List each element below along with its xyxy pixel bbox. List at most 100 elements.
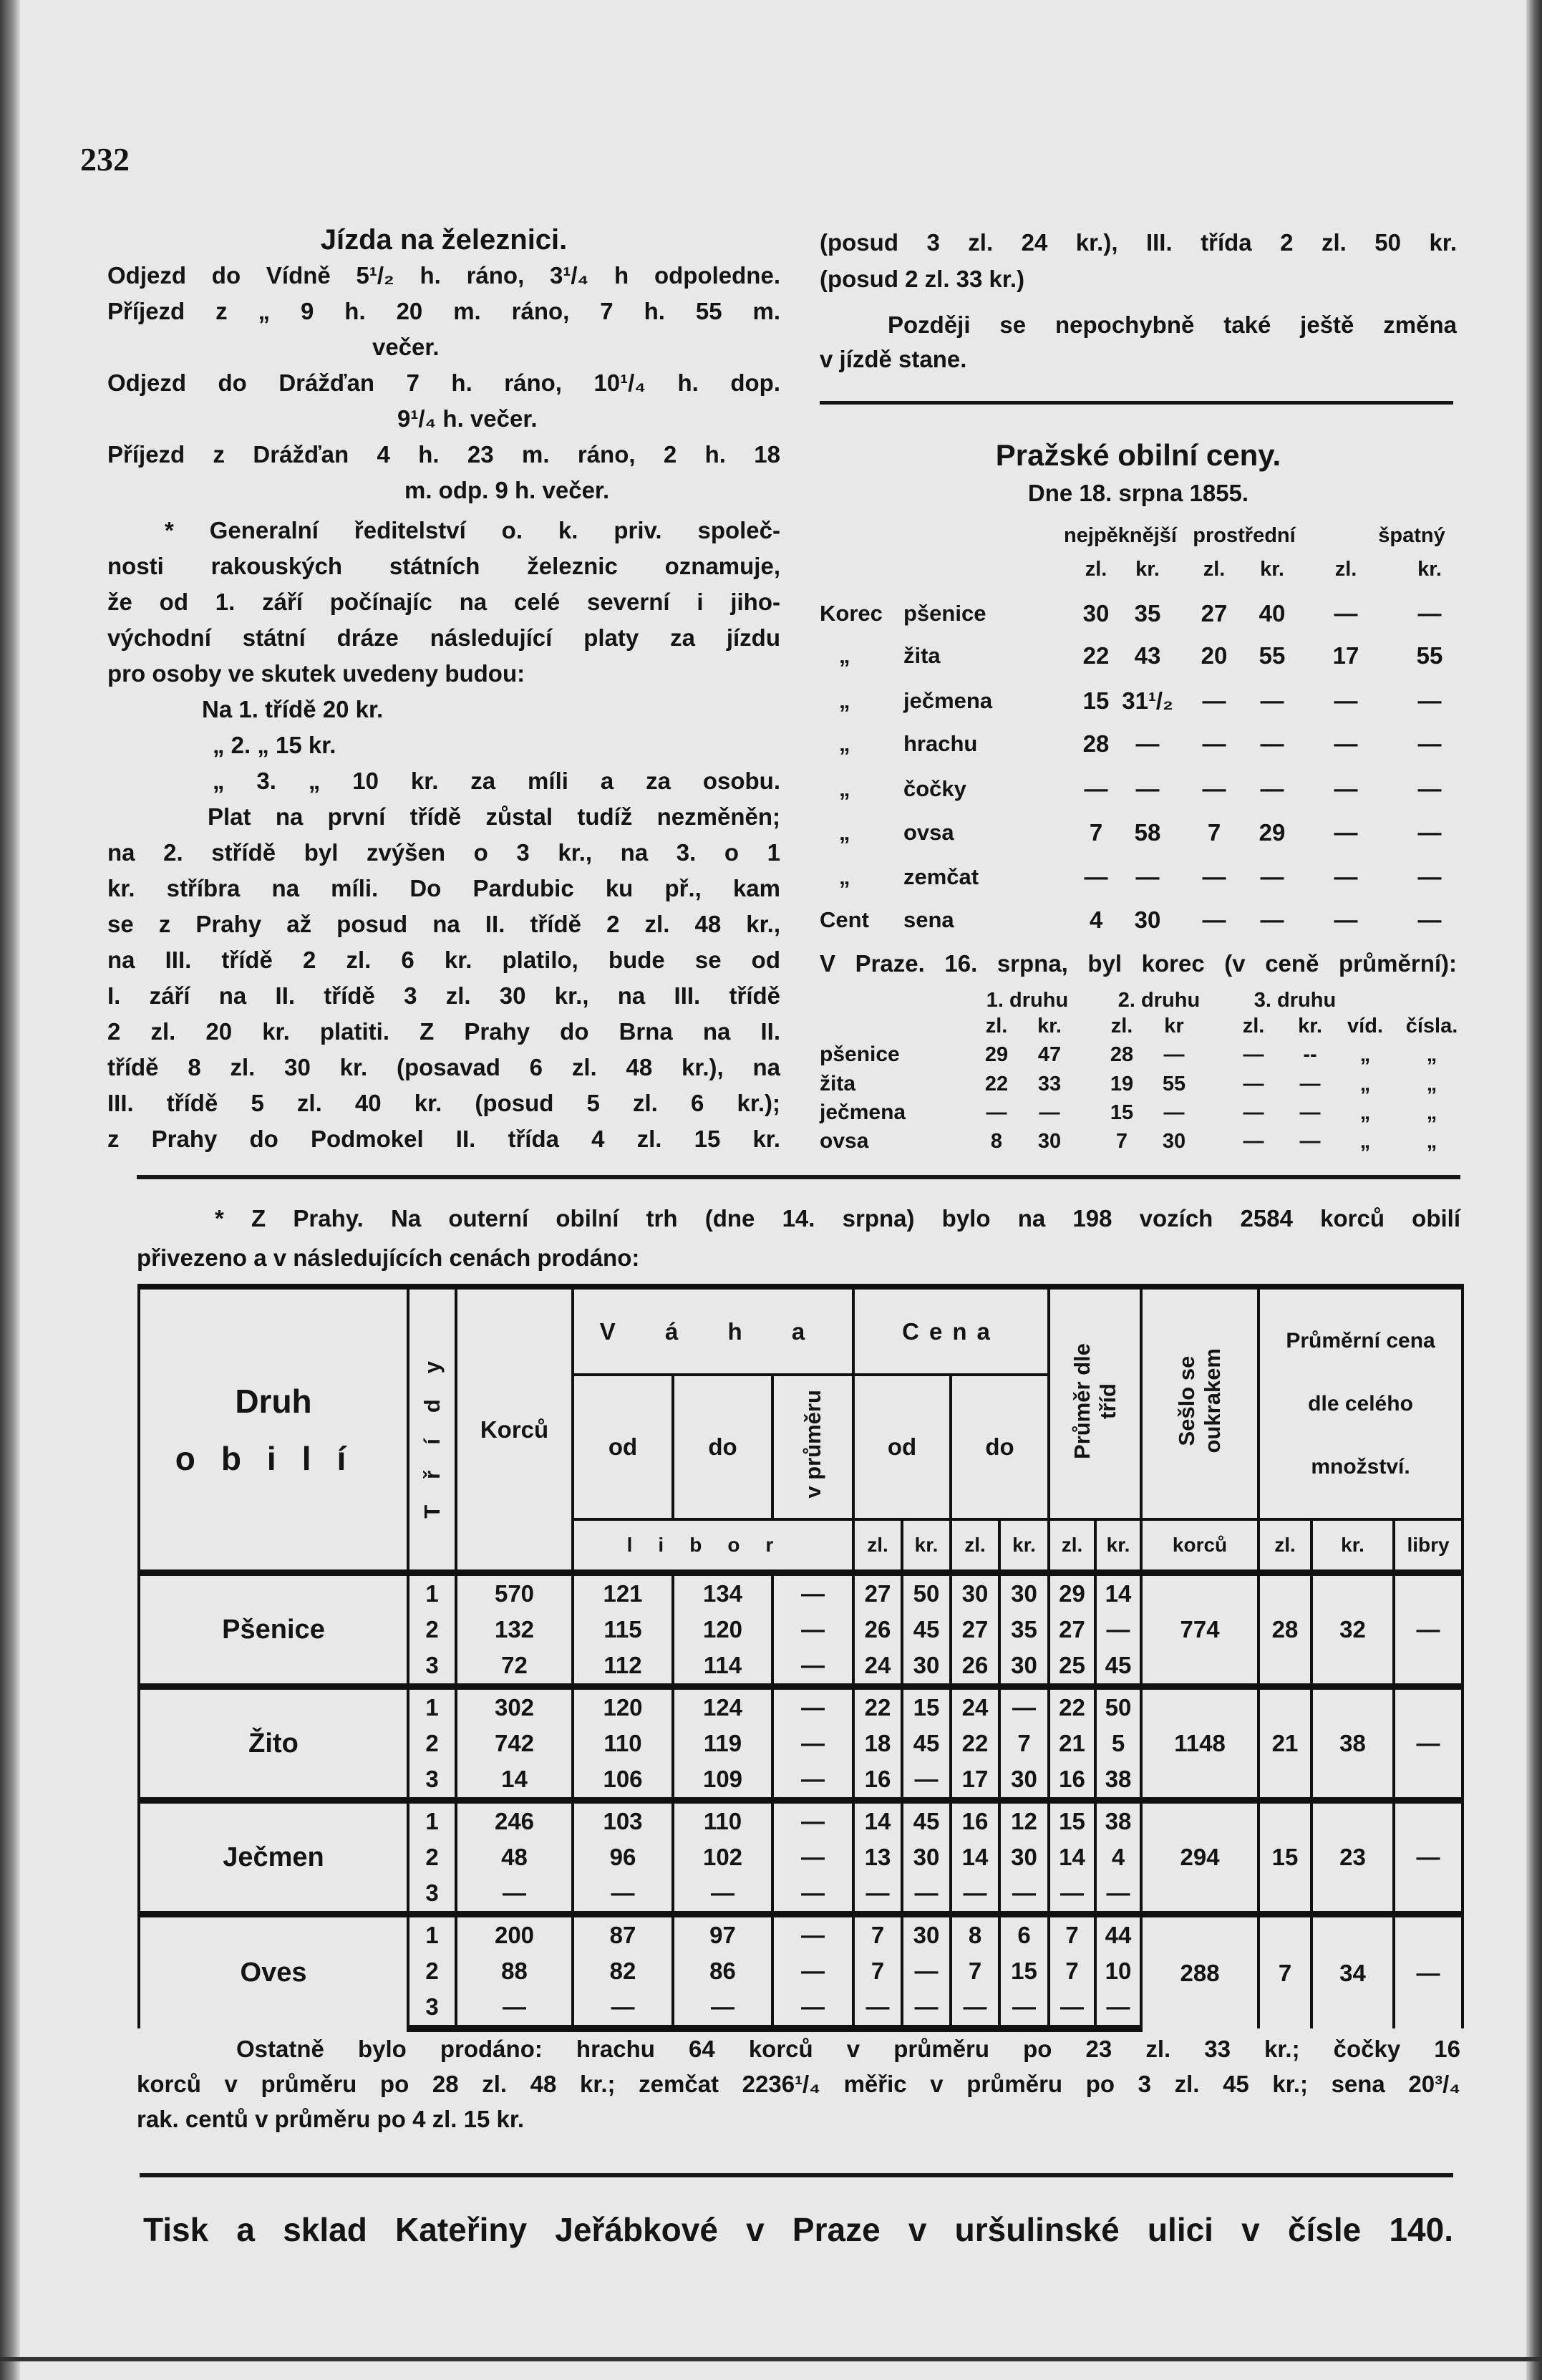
price-value: — [1202,775,1226,802]
price-value: 27 [1201,600,1228,627]
price-cell: — [1094,1875,1143,1915]
price-cell-text: 15 [1011,1958,1037,1984]
vienna-value: — [986,1101,1007,1124]
class-number: 3 [407,1761,457,1801]
weight-from: 120 [571,1683,674,1726]
price-row-prefix: „ [839,820,850,845]
article-line: Příjezd z Drážďan 4 h. 23 m. ráno, 2 h. … [107,441,780,468]
korcu-count: 132 [455,1612,574,1648]
page-bottom-edge [0,2357,1542,2361]
korcu-count: 72 [455,1648,574,1687]
unit-header-text: korců [1172,1534,1228,1556]
vienna-value: 8 [990,1130,1003,1153]
weight-from: 103 [571,1797,674,1839]
unit-header: zl. [949,1518,1001,1573]
price-value: — [1260,730,1284,757]
price-value: 35 [1134,600,1161,627]
price-row-name: ovsa [903,820,954,845]
vienna-value: — [1243,1130,1264,1153]
class-number: 1 [407,1797,457,1839]
price-cell-text: 17 [961,1766,989,1792]
price-cell-text: 22 [864,1694,891,1721]
price-cell-text: — [1106,1616,1130,1643]
table-row: Ječmen 1 246 103 110—14 45 16 12 15 38 294 15 23— [137,1797,1465,1915]
vienna-row-name: ječmena [820,1100,906,1124]
column-header: 1. druhu [986,989,1069,1012]
class-number: 2 [407,1612,457,1648]
vienna-value: — [1299,1073,1321,1095]
price-cell-text: 13 [864,1844,891,1870]
price-cell-text: — [963,1880,987,1906]
korcu-count-text: 246 [494,1808,535,1834]
header-vaha-do: do [671,1373,774,1519]
price-cell: 24 [852,1648,903,1687]
korcu-count: 14 [455,1761,574,1801]
intro-line: přivezeno a v následujících cenách prodá… [137,1244,640,1271]
price-value: 28 [1082,730,1110,757]
unit-header: zl. [1110,1015,1133,1037]
sold-total: 294 [1140,1797,1261,1915]
korcu-count-text: 14 [501,1766,528,1792]
l1: Průměrní cena [1286,1328,1435,1353]
price-cell-text: 24 [864,1652,891,1678]
class-number-text: 1 [425,1694,439,1721]
unit-header: zl. [1257,1518,1314,1573]
avg-zl: 7 [1257,1911,1314,2028]
divider-rule [820,401,1453,405]
weight-from-text: 96 [609,1844,636,1870]
price-cell-text: 45 [913,1730,940,1756]
avg-kr: 34 [1310,1911,1396,2028]
header-vaha-od-text: od [608,1433,638,1460]
price-value: — [1417,730,1442,757]
korcu-count: 742 [455,1726,574,1761]
price-cell-text: 44 [1105,1922,1132,1948]
grain-name: Oves [137,1911,409,2028]
price-value: — [1417,906,1442,933]
unit-header: kr. [1310,1518,1396,1573]
article-line: Příjezd z „ 9 h. 20 m. ráno, 7 h. 55 m. [107,298,780,324]
korcu-count: 570 [455,1569,574,1612]
avg-libry-text: — [1416,1844,1440,1870]
price-value: — [1334,775,1358,802]
article-line: 2 zl. 20 kr. platiti. Z Prahy do Brna na… [107,1018,780,1045]
article-line: Plat na první třídě zůstal tudíž nezměně… [208,803,780,830]
price-cell-text: 15 [1059,1808,1085,1834]
price-value: 29 [1259,819,1286,846]
price-cell: 13 [852,1839,903,1875]
weight-from-text: 121 [603,1580,643,1607]
price-value: 17 [1332,642,1359,669]
price-cell: 25 [1047,1648,1097,1687]
price-cell-text: 27 [961,1616,989,1643]
sold-total-text: 294 [1180,1844,1220,1870]
price-cell: — [997,1683,1051,1726]
korcu-count-text: 742 [494,1730,535,1756]
price-cell-text: 27 [1059,1616,1085,1643]
price-value: — [1135,775,1160,802]
oukrakem-label: oukrakem [1200,1348,1226,1453]
price-cell: 30 [901,1911,952,1953]
header-v-prumeru: v průměru [771,1373,855,1519]
weight-average: — [771,1683,855,1726]
unit-header: kr. [997,1518,1051,1573]
unit-header-text: zl. [964,1534,986,1556]
price-cell: 4 [1094,1839,1143,1875]
weight-to-text: 119 [703,1730,742,1756]
price-cell: 22 [852,1683,903,1726]
weight-average-text: — [801,1652,825,1678]
obili-label: obilí [175,1439,372,1477]
price-cell: 21 [1047,1726,1097,1761]
vienna-value: „ [1426,1073,1437,1095]
column-header: 2. druhu [1117,989,1201,1012]
prices-title: Pražské obilní ceny. [995,438,1281,472]
price-value: — [1417,819,1442,846]
vienna-row-name: ovsa [820,1129,869,1153]
price-cell: 45 [901,1612,952,1648]
price-value: — [1417,864,1442,890]
price-value: — [1202,906,1226,933]
price-cell: — [1094,1612,1143,1648]
price-cell: 26 [852,1612,903,1648]
price-cell-text: — [1012,1694,1036,1721]
avg-zl-text: 28 [1271,1616,1299,1643]
avg-kr-text: 34 [1339,1959,1366,1986]
article-line: třídě 8 zl. 30 kr. (posavad 6 zl. 48 kr.… [107,1054,780,1080]
